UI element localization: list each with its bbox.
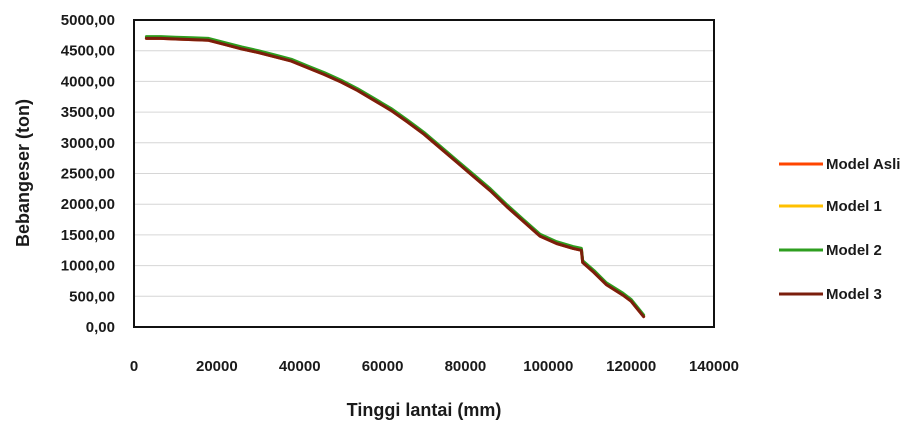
legend: Model Asli Model 1 Model 2 Model 3 xyxy=(779,156,900,303)
y-tick-label: 0,00 xyxy=(86,319,115,336)
x-axis-tick-labels: 0 20000 40000 60000 80000 100000 120000 140000 xyxy=(130,358,739,375)
legend-item: Model 2 xyxy=(779,242,882,259)
y-axis-tick-labels: 0,00 500,00 1000,00 1500,00 2000,00 2500,00 30… xyxy=(61,12,115,336)
series-line-model-2 xyxy=(144,35,646,317)
y-axis-title: Bebangeser (ton) xyxy=(13,99,33,247)
y-tick-label: 2500,00 xyxy=(61,166,115,183)
x-tick-label: 60000 xyxy=(362,358,404,375)
series-lines xyxy=(144,35,646,319)
legend-label: Model Asli xyxy=(826,156,900,173)
x-tick-label: 100000 xyxy=(523,358,573,375)
x-axis-title: Tinggi lantai (mm) xyxy=(347,400,502,420)
y-tick-label: 3000,00 xyxy=(61,135,115,152)
legend-label: Model 2 xyxy=(826,242,882,259)
x-tick-label: 40000 xyxy=(279,358,321,375)
legend-item: Model 1 xyxy=(779,198,882,215)
gridlines xyxy=(134,19,714,328)
y-tick-label: 5000,00 xyxy=(61,12,115,29)
y-tick-label: 2000,00 xyxy=(61,196,115,213)
x-tick-label: 140000 xyxy=(689,358,739,375)
series-line-model-asli xyxy=(144,36,646,319)
legend-label: Model 1 xyxy=(826,198,882,215)
plot-area xyxy=(133,19,715,328)
series-line-model-1 xyxy=(144,36,646,318)
y-tick-label: 1000,00 xyxy=(61,258,115,275)
x-tick-label: 20000 xyxy=(196,358,238,375)
legend-item: Model Asli xyxy=(779,156,900,173)
series-line-model-3 xyxy=(144,36,646,319)
y-tick-label: 500,00 xyxy=(69,288,115,305)
x-tick-label: 80000 xyxy=(445,358,487,375)
y-tick-label: 1500,00 xyxy=(61,227,115,244)
x-tick-label: 120000 xyxy=(606,358,656,375)
legend-label: Model 3 xyxy=(826,286,882,303)
y-tick-label: 3500,00 xyxy=(61,104,115,121)
x-tick-label: 0 xyxy=(130,358,138,375)
legend-item: Model 3 xyxy=(779,286,882,303)
y-tick-label: 4000,00 xyxy=(61,73,115,90)
y-tick-label: 4500,00 xyxy=(61,43,115,60)
